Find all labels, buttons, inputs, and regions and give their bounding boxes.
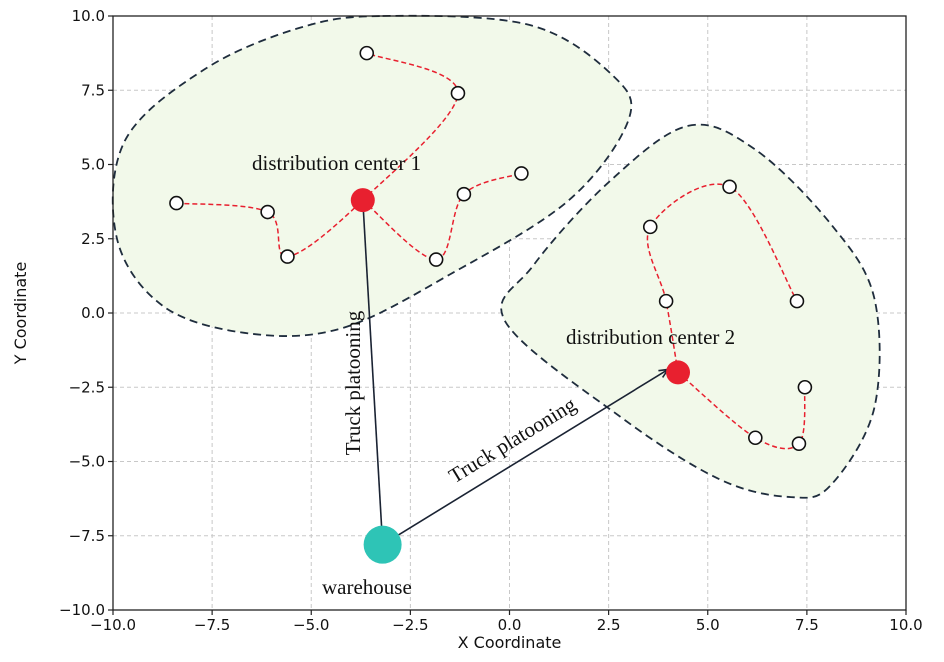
- customer-point: [450, 85, 466, 101]
- truck-platooning-label-1: Truck platooning: [341, 310, 365, 455]
- x-tick-label: 10.0: [889, 616, 922, 634]
- customer-point: [797, 379, 813, 395]
- y-tick-label: 10.0: [72, 7, 105, 25]
- route-line: [362, 172, 522, 261]
- platooning-arrow: [382, 369, 668, 546]
- distribution-center-marker: [666, 360, 691, 385]
- y-tick-label: 7.5: [81, 81, 105, 99]
- customer-point: [791, 436, 807, 451]
- cluster-region: [111, 14, 633, 337]
- customer-point: [658, 293, 674, 309]
- x-tick-label: −7.5: [194, 616, 230, 634]
- x-tick-label: 0.0: [498, 616, 522, 634]
- platooning-arrow: [363, 200, 384, 545]
- customer-point: [722, 179, 737, 195]
- cluster-region: [500, 123, 881, 499]
- y-tick-label: −2.5: [69, 378, 105, 396]
- customer-point: [748, 430, 763, 446]
- warehouse-label: warehouse: [322, 575, 412, 599]
- route-line: [677, 371, 806, 450]
- customer-point: [428, 252, 444, 267]
- customer-point: [280, 249, 295, 264]
- x-tick-label: −2.5: [392, 616, 428, 634]
- x-tick-label: 2.5: [597, 616, 621, 634]
- x-tick-label: 7.5: [795, 616, 819, 634]
- cluster-regions: [111, 14, 881, 499]
- customer-point: [789, 293, 805, 309]
- customer-point: [260, 204, 275, 220]
- truck-platooning-label-2: Truck platooning: [444, 392, 580, 488]
- customer-point: [456, 186, 472, 202]
- y-axis-label: Y Coordinate: [11, 262, 30, 366]
- distribution-center-1-label: distribution center 1: [252, 151, 421, 175]
- y-tick-label: 0.0: [81, 304, 105, 322]
- y-tick-label: 5.0: [81, 156, 105, 174]
- customer-point: [514, 166, 529, 181]
- y-tick-label: −7.5: [69, 527, 105, 545]
- nodes: [169, 45, 813, 564]
- warehouse-marker: [363, 525, 402, 564]
- axis-ticks: −10.0 −7.5 −5.0 −2.5 0.0 2.5 5.0 7.5 10.0 −10.0 −7…: [59, 7, 923, 634]
- customer-point: [359, 45, 375, 61]
- y-tick-label: 2.5: [81, 230, 105, 248]
- distribution-center-marker: [350, 188, 375, 213]
- x-tick-label: −10.0: [90, 616, 136, 634]
- x-tick-label: 5.0: [696, 616, 720, 634]
- y-tick-label: −5.0: [69, 453, 105, 471]
- y-tick-label: −10.0: [59, 601, 105, 619]
- x-axis-label: X Coordinate: [458, 633, 562, 652]
- customer-point: [642, 219, 658, 235]
- distribution-center-2-label: distribution center 2: [566, 325, 735, 349]
- platooning-links: [363, 200, 668, 546]
- customer-point: [169, 195, 184, 211]
- x-tick-label: −5.0: [293, 616, 329, 634]
